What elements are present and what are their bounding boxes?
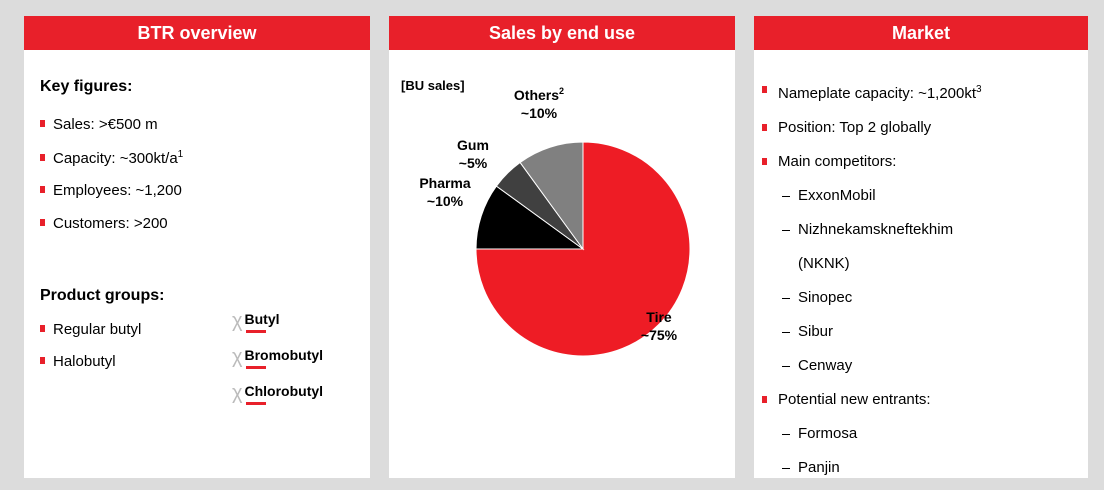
pie-slice xyxy=(519,141,584,251)
dash xyxy=(782,332,790,333)
value-label: ~5% xyxy=(459,155,488,171)
sales-panel: Sales by end use [BU sales] Tire ~75% Phar… xyxy=(389,16,735,478)
bullet-item: Customers: >200 xyxy=(40,215,168,232)
category: Pharma xyxy=(419,175,471,191)
bullet xyxy=(762,158,767,165)
subtitle: [BU sales] xyxy=(401,78,465,93)
bullet xyxy=(40,357,45,364)
heading: Key figures: xyxy=(40,78,133,95)
value-label: ~10% xyxy=(521,105,558,121)
dash-item: Sibur xyxy=(762,315,988,349)
pie-chart: Tire~75%Pharma~10%Gum~5%Others2~10% xyxy=(419,86,691,357)
item-text: Potential new entrants: xyxy=(778,391,931,408)
panel-title: Sales by end use xyxy=(389,16,735,50)
panel-title: BTR overview xyxy=(24,16,370,50)
logo-icon: χ xyxy=(232,346,243,368)
item-text: Sinopec xyxy=(798,289,853,306)
pie-slice xyxy=(475,141,691,357)
bullet xyxy=(762,86,767,93)
category: Gum xyxy=(457,137,489,153)
bullet-item: Regular butyl xyxy=(40,321,141,338)
item-text: ExxonMobil xyxy=(798,187,876,204)
item-text: Customers: >200 xyxy=(53,215,168,232)
bullet-item: Main competitors: xyxy=(762,145,1012,179)
bullet-item: Sales: >€500 m xyxy=(40,116,158,133)
item-text: Formosa xyxy=(798,425,858,442)
dash xyxy=(782,298,790,299)
logo-underline xyxy=(246,402,266,405)
slice-label: Pharma xyxy=(419,175,471,191)
dash xyxy=(782,196,790,197)
category: Tire xyxy=(646,309,672,325)
logo: χ Butyl xyxy=(232,310,280,333)
logo-text: Butyl xyxy=(244,311,280,327)
value-label: ~75% xyxy=(641,327,678,343)
heading: Product groups: xyxy=(40,287,165,304)
bullet xyxy=(762,396,767,403)
market-panel: Market Nameplate capacity: ~1,200kt3 Posi… xyxy=(754,16,1088,478)
bullet xyxy=(762,124,767,131)
item-text: Sales: >€500 m xyxy=(53,116,158,133)
item-text: Panjin xyxy=(798,459,840,476)
item-text: Capacity: ~300kt/a xyxy=(53,150,178,167)
logo-underline xyxy=(246,330,266,333)
category: Others xyxy=(514,87,559,103)
dash-item: Panjin xyxy=(762,451,988,485)
item-text: Position: Top 2 globally xyxy=(778,119,932,136)
item-text: Halobutyl xyxy=(53,353,116,370)
bullet xyxy=(40,120,45,127)
bullet-item: Capacity: ~300kt/a1 xyxy=(40,149,183,167)
bullet xyxy=(40,186,45,193)
item-text: Nizhnekamskneftekhim (NKNK) xyxy=(798,221,954,272)
item-text: Nameplate capacity: ~1,200kt xyxy=(778,85,977,102)
footnote-mark: 3 xyxy=(976,84,982,95)
item-text: Main competitors: xyxy=(778,153,897,170)
bullet xyxy=(40,154,45,161)
market-list: Nameplate capacity: ~1,200kt3 Position: T… xyxy=(762,73,1012,485)
value-label: ~10% xyxy=(427,193,464,209)
item-text: Regular butyl xyxy=(53,321,142,338)
bullet-item: Halobutyl xyxy=(40,353,116,370)
dash xyxy=(782,434,790,435)
dash xyxy=(782,468,790,469)
logo: χ Chlorobutyl xyxy=(232,382,323,405)
logo: χ Bromobutyl xyxy=(232,346,323,369)
overview-panel: BTR overview Key figures: Sales: >€500 m… xyxy=(24,16,370,478)
item-text: Sibur xyxy=(798,323,834,340)
dash-item: Nizhnekamskneftekhim (NKNK) xyxy=(762,213,988,281)
bullet xyxy=(40,219,45,226)
slice-label: Gum xyxy=(457,137,489,153)
slice-label: Others2 xyxy=(514,86,564,103)
footnote-mark: 2 xyxy=(559,86,564,96)
panel-title: Market xyxy=(754,16,1088,50)
item-text: Cenway xyxy=(798,357,853,374)
logo-underline xyxy=(246,366,266,369)
logo-text: Bromobutyl xyxy=(244,347,324,363)
logo-icon: χ xyxy=(232,310,243,332)
logo-text: Chlorobutyl xyxy=(244,383,324,399)
bullet-item: Position: Top 2 globally xyxy=(762,111,1012,145)
logo-icon: χ xyxy=(232,382,243,404)
dash xyxy=(782,230,790,231)
footnote-mark: 1 xyxy=(177,149,184,160)
dash-item: Formosa xyxy=(762,417,988,451)
dash-item: Sinopec xyxy=(762,281,988,315)
item-text: Employees: ~1,200 xyxy=(53,182,182,199)
dash-item: Cenway xyxy=(762,349,988,383)
slice-label: Tire xyxy=(646,309,672,325)
dash xyxy=(782,366,790,367)
bullet-item: Employees: ~1,200 xyxy=(40,182,182,199)
bullet xyxy=(40,325,45,332)
dash-item: ExxonMobil xyxy=(762,179,988,213)
bullet-item: Nameplate capacity: ~1,200kt3 xyxy=(762,73,1012,111)
bullet-item: Potential new entrants: xyxy=(762,383,1012,417)
